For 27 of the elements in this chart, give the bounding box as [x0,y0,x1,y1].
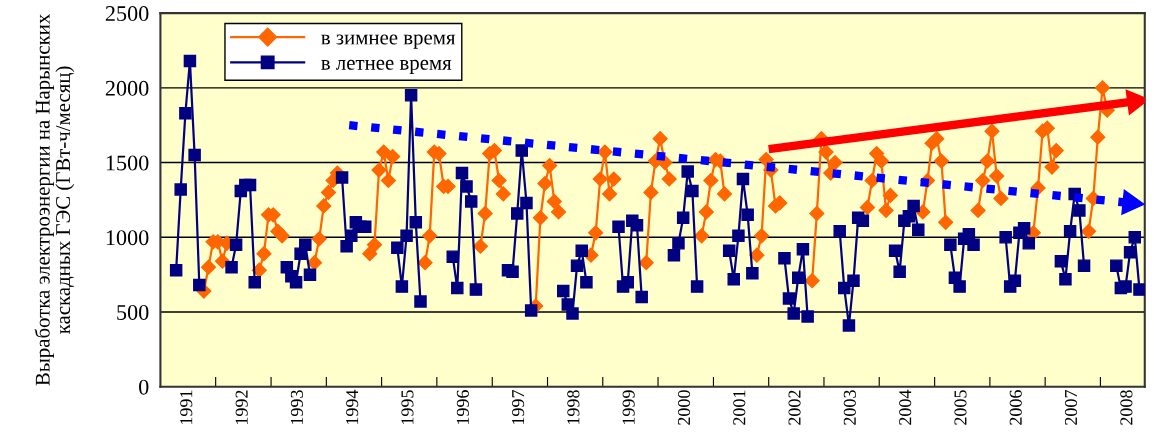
x-tick-label: 2004 [899,389,912,425]
x-tick-label: 1993 [290,390,303,425]
x-tick-label: 2000 [677,390,691,425]
x-tick-label: 2001 [733,390,746,425]
x-tick-label: 1992 [235,390,248,425]
legend-label: в зимнее время [321,34,456,49]
x-tick-label: 1996 [456,390,469,425]
x-tick-label: 1995 [401,390,414,425]
y-tick-label: 2500 [105,6,149,22]
y-tick-label: 1000 [106,230,149,246]
x-tick-label: 1999 [622,390,635,425]
y-tick-label: 500 [117,304,149,320]
y-axis-title: Выработка электроэнергии на Нарынских каскадных ГЭС (ГВт-ч/месяц) [34,14,75,386]
x-tick-label: 2003 [843,390,856,425]
y-tick-label: 2000 [105,80,149,96]
x-tick-label: 2008 [1120,390,1133,425]
x-tick-label: 1998 [567,390,580,425]
y-tick-label: 1500 [106,155,149,171]
y-tick-label: 0 [139,379,149,395]
x-tick-label: 1991 [180,390,193,425]
legend-label: в летнее время [321,59,452,75]
x-tick-label: 2007 [1064,390,1078,425]
x-tick-label: 2002 [788,390,801,425]
x-tick-label: 1994 [346,389,359,425]
x-tick-label: 2005 [954,390,967,425]
x-tick-label: 2006 [1009,390,1022,425]
x-tick-label: 1997 [512,390,525,425]
